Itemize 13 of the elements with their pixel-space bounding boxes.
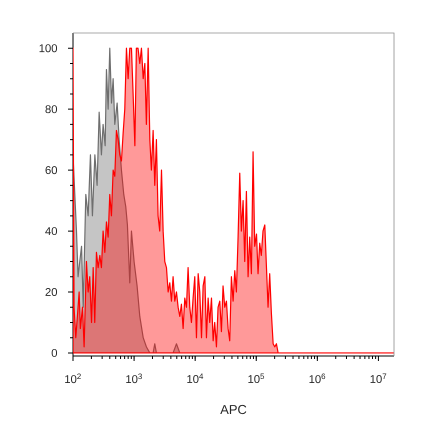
x-axis-title: APC — [220, 404, 246, 414]
x-tick-label: 10$^{3}$ — [126, 374, 142, 384]
y-tick-label: 100 — [40, 44, 58, 52]
x-tick-label: 10$^{6}$ — [309, 374, 326, 384]
x-tick-label: 10$^{5}$ — [248, 374, 264, 384]
x-tick-label: 10$^{7}$ — [370, 374, 386, 384]
x-tick-label: 10$^{4}$ — [187, 374, 204, 384]
y-tick-label: 20 — [46, 288, 58, 296]
y-tick-label: 80 — [45, 105, 58, 114]
y-tick-label: 0 — [52, 348, 58, 357]
y-tick-label: 60 — [46, 166, 58, 174]
x-tick-label: 10$^{2}$ — [65, 374, 81, 384]
y-tick-label: 40 — [45, 227, 58, 236]
